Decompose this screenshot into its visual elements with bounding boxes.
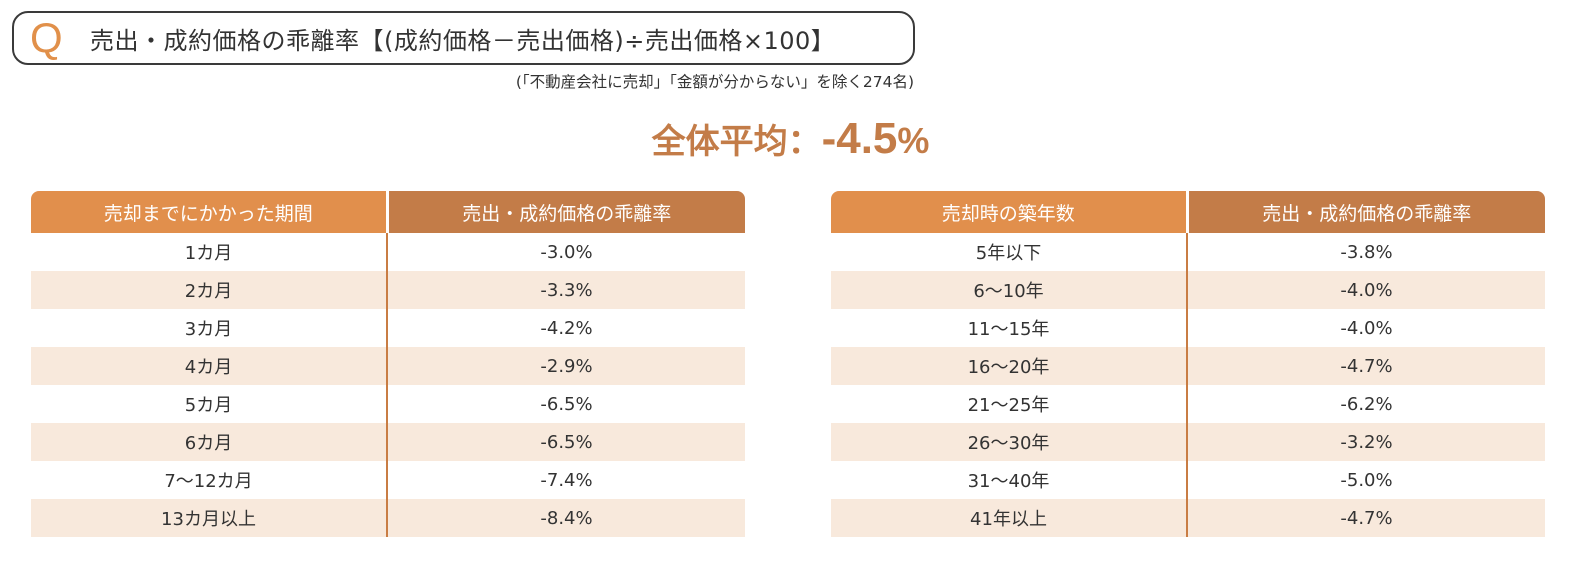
cell-category: 3カ月	[31, 309, 388, 347]
table-row: 3カ月 -4.2%	[31, 309, 745, 347]
table-row: 5カ月 -6.5%	[31, 385, 745, 423]
cell-value: -6.5%	[540, 393, 593, 415]
question-title: 売出・成約価格の乖離率【(成約価格－売出価格)÷売出価格×100】	[90, 26, 836, 55]
cell-category: 41年以上	[831, 499, 1188, 537]
table-header-row: 売却までにかかった期間 売出・成約価格の乖離率	[31, 191, 745, 233]
table-row: 16〜20年 -4.7%	[831, 347, 1545, 385]
cell-category: 11〜15年	[831, 309, 1188, 347]
question-box: Q 売出・成約価格の乖離率【(成約価格－売出価格)÷売出価格×100】	[12, 11, 915, 65]
table-row: 6〜10年 -4.0%	[831, 271, 1545, 309]
cell-value: -4.7%	[1187, 499, 1545, 537]
cell-value: -4.0%	[1187, 271, 1545, 309]
overall-average-label: 全体平均：	[651, 122, 822, 162]
table-row: 41年以上 -4.7%	[831, 499, 1545, 537]
cell-value: -4.0%	[1340, 317, 1393, 339]
table-row: 21〜25年 -6.2%	[831, 385, 1545, 423]
cell-value: -4.7%	[1187, 347, 1545, 385]
table-row: 31〜40年 -5.0%	[831, 461, 1545, 499]
table-row: 7〜12カ月 -7.4%	[31, 461, 745, 499]
overall-average-unit: %	[897, 120, 930, 161]
table-row: 5年以下 -3.8%	[831, 233, 1545, 271]
cell-category: 5年以下	[831, 233, 1188, 271]
table-row: 1カ月 -3.0%	[31, 233, 745, 271]
cell-category: 5カ月	[31, 385, 388, 423]
cell-category: 6〜10年	[831, 271, 1188, 309]
question-marker: Q	[30, 14, 63, 61]
cell-value: -7.4%	[540, 469, 593, 491]
table-row: 26〜30年 -3.2%	[831, 423, 1545, 461]
cell-value: -3.8%	[1340, 241, 1393, 263]
cell-category: 13カ月以上	[31, 499, 388, 537]
column-header-rate: 売出・成約価格の乖離率	[387, 191, 745, 233]
cell-value: -3.2%	[1187, 423, 1545, 461]
column-header-age: 売却時の築年数	[831, 191, 1189, 233]
table-row: 6カ月 -6.5%	[31, 423, 745, 461]
cell-value: -3.3%	[387, 271, 745, 309]
sample-note: (「不動産会社に売却」「金額が分からない」を除く274名)	[515, 73, 914, 91]
table-row: 4カ月 -2.9%	[31, 347, 745, 385]
cell-category: 2カ月	[31, 271, 388, 309]
cell-value: -5.0%	[1340, 469, 1393, 491]
cell-value: -4.2%	[540, 317, 593, 339]
cell-category: 7〜12カ月	[31, 461, 388, 499]
cell-category: 1カ月	[31, 233, 388, 271]
cell-category: 31〜40年	[831, 461, 1188, 499]
table-by-building-age: 売却時の築年数 売出・成約価格の乖離率 5年以下 -3.8% 6〜10年 -4.0%…	[831, 191, 1545, 537]
table-row: 2カ月 -3.3%	[31, 271, 745, 309]
cell-value: -8.4%	[387, 499, 745, 537]
overall-average-value: -4.5	[821, 114, 898, 163]
cell-value: -3.0%	[540, 241, 593, 263]
table-header-row: 売却時の築年数 売出・成約価格の乖離率	[831, 191, 1545, 233]
cell-category: 26〜30年	[831, 423, 1188, 461]
column-header-rate: 売出・成約価格の乖離率	[1187, 191, 1545, 233]
table-row: 11〜15年 -4.0%	[831, 309, 1545, 347]
cell-category: 21〜25年	[831, 385, 1188, 423]
table-row: 13カ月以上 -8.4%	[31, 499, 745, 537]
column-header-period: 売却までにかかった期間	[31, 191, 389, 233]
cell-value: -6.5%	[387, 423, 745, 461]
overall-average: 全体平均：-4.5%	[0, 114, 1581, 164]
cell-value: -2.9%	[387, 347, 745, 385]
cell-category: 4カ月	[31, 347, 388, 385]
cell-value: -6.2%	[1340, 393, 1393, 415]
table-by-sale-period: 売却までにかかった期間 売出・成約価格の乖離率 1カ月 -3.0% 2カ月 -3.3…	[31, 191, 745, 537]
cell-category: 16〜20年	[831, 347, 1188, 385]
cell-category: 6カ月	[31, 423, 388, 461]
